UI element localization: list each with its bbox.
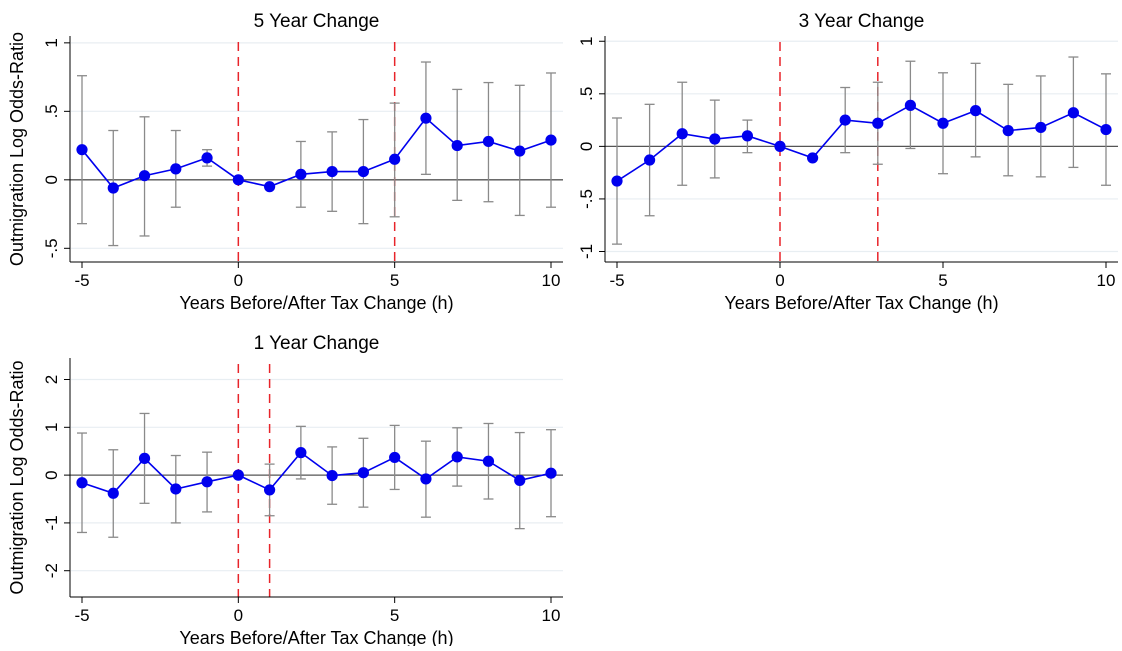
data-point (451, 139, 463, 152)
y-tick-label: .5 (577, 87, 596, 101)
y-tick-label: -2 (42, 563, 61, 578)
data-point (420, 473, 432, 485)
data-point (1100, 123, 1112, 136)
y-tick-label: -.5 (577, 189, 596, 209)
x-tick-label: 0 (775, 271, 784, 290)
data-point (545, 134, 557, 146)
data-point (937, 117, 949, 129)
y-tick-label: 1 (42, 423, 61, 432)
data-point (170, 163, 182, 175)
y-tick-label: -.5 (42, 238, 61, 258)
y-tick-label: 1 (577, 37, 596, 46)
x-tick-label: 10 (1097, 271, 1116, 290)
data-point (326, 469, 338, 482)
data-point (357, 166, 369, 178)
y-axis-label: Outmigration Log Odds-Ratio (7, 360, 27, 594)
data-point (1067, 107, 1079, 119)
y-tick-label: -1 (42, 515, 61, 530)
data-point (107, 487, 119, 499)
series-line (81, 451, 552, 495)
data-point (232, 174, 244, 186)
x-axis-label: Years Before/After Tax Change (h) (179, 628, 453, 646)
data-point (389, 451, 401, 464)
data-point (970, 105, 982, 117)
data-point (76, 144, 88, 156)
x-axis-label: Years Before/After Tax Change (h) (179, 293, 453, 313)
data-point (389, 153, 401, 165)
x-tick-label: -5 (609, 271, 624, 290)
data-point (201, 152, 213, 164)
y-tick-label: 0 (42, 470, 61, 479)
data-point (872, 117, 884, 129)
data-point (295, 168, 307, 180)
series-line (616, 104, 1107, 182)
panel-2: -1 -.5 0 .5 1 -5 0 5 10 3 Year Change Years Before… (577, 11, 1118, 313)
y-tick-label: 0 (42, 175, 61, 184)
data-point (514, 145, 526, 157)
data-point (264, 181, 276, 193)
x-tick-label: -5 (74, 606, 89, 625)
data-point (676, 128, 688, 140)
data-point (482, 135, 495, 148)
panel-title: 5 Year Change (254, 11, 380, 32)
panel-title: 3 Year Change (799, 11, 925, 32)
data-point (807, 152, 819, 164)
data-point (1035, 121, 1047, 134)
panel-title: 1 Year Change (254, 333, 380, 354)
x-tick-label: 5 (938, 271, 947, 290)
data-point (839, 114, 851, 126)
x-tick-label: -5 (74, 271, 89, 290)
data-point (545, 467, 557, 479)
data-point (420, 112, 432, 124)
data-point (232, 469, 244, 481)
x-tick-label: 5 (390, 271, 399, 290)
x-tick-label: 10 (542, 606, 561, 625)
data-point (644, 154, 656, 166)
data-point (76, 477, 88, 489)
x-tick-label: 0 (234, 606, 243, 625)
data-point (357, 467, 369, 479)
data-point (170, 483, 182, 495)
data-point (326, 166, 338, 178)
y-tick-label: 2 (42, 375, 61, 384)
panel-3: -2 -1 0 1 2 -5 0 5 10 1 Year Change Years Before/A… (7, 333, 563, 648)
x-tick-label: 10 (542, 271, 561, 290)
data-point (904, 99, 917, 111)
data-point (1002, 125, 1014, 137)
data-point (482, 455, 495, 467)
y-tick-label: .5 (42, 104, 61, 118)
data-point (264, 484, 276, 496)
data-point (774, 140, 786, 152)
data-point (138, 170, 151, 182)
x-tick-label: 0 (234, 271, 243, 290)
panel-1: -.5 0 .5 1 -5 0 5 10 5 Year Change Years Before/A… (7, 11, 563, 313)
data-point (295, 447, 307, 459)
series-line (81, 117, 552, 189)
x-axis-label: Years Before/After Tax Change (h) (724, 293, 998, 313)
y-tick-label: -1 (577, 244, 596, 259)
data-point (451, 451, 463, 463)
y-tick-label: 0 (577, 142, 596, 151)
data-point (107, 182, 119, 194)
x-tick-label: 5 (390, 606, 399, 625)
data-point (201, 476, 213, 488)
y-axis-label: Outmigration Log Odds-Ratio (7, 32, 27, 266)
y-tick-label: 1 (42, 38, 61, 47)
data-point (709, 133, 721, 145)
data-point (514, 474, 526, 486)
data-point (741, 130, 754, 142)
data-point (611, 175, 623, 187)
data-point (138, 452, 151, 464)
